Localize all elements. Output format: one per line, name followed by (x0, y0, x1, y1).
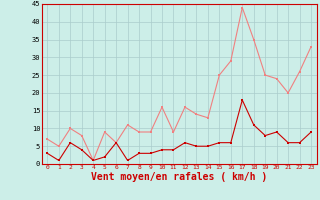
X-axis label: Vent moyen/en rafales ( km/h ): Vent moyen/en rafales ( km/h ) (91, 172, 267, 182)
